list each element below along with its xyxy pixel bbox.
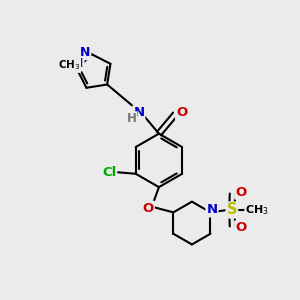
Text: N: N bbox=[133, 106, 144, 119]
Text: N: N bbox=[80, 46, 90, 59]
Text: N: N bbox=[206, 203, 218, 217]
Text: CH$_3$: CH$_3$ bbox=[58, 58, 81, 72]
Text: O: O bbox=[235, 186, 246, 199]
Text: CH$_3$: CH$_3$ bbox=[245, 203, 269, 217]
Text: H: H bbox=[126, 112, 136, 125]
Text: S: S bbox=[226, 202, 237, 217]
Text: O: O bbox=[235, 221, 246, 234]
Text: O: O bbox=[176, 106, 187, 119]
Text: O: O bbox=[142, 202, 154, 215]
Text: N: N bbox=[73, 57, 84, 70]
Text: Cl: Cl bbox=[102, 166, 116, 179]
